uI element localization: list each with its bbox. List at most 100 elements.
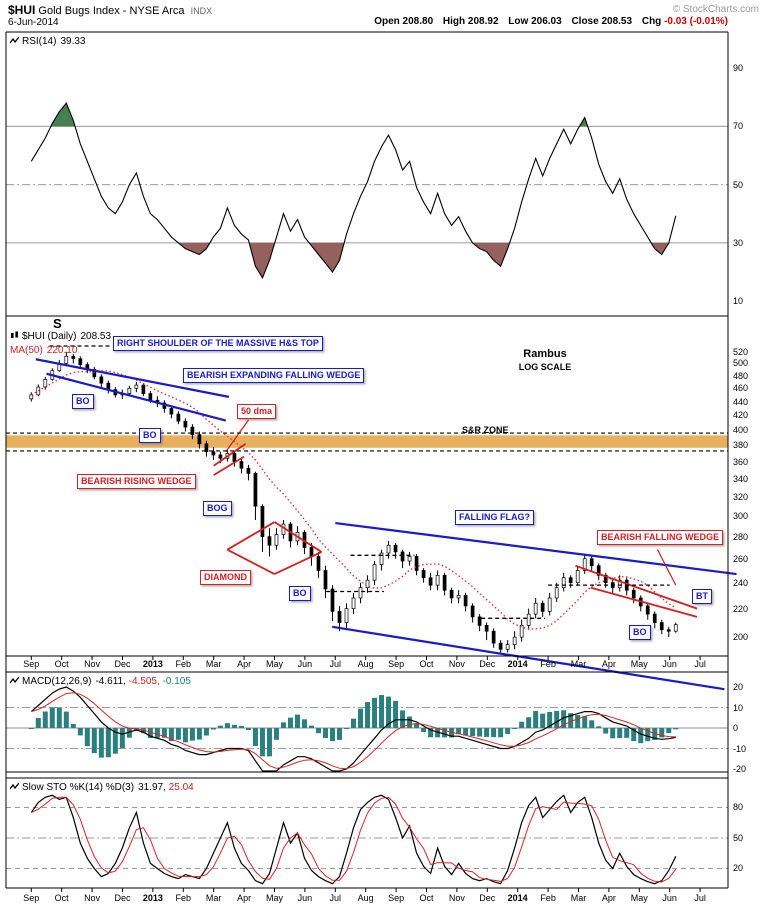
month-label-mar: Mar <box>205 893 222 903</box>
price-tick-label: 400 <box>733 425 749 436</box>
month-label-nov: Nov <box>84 659 101 669</box>
macd-value-2: -4.505, <box>128 676 160 687</box>
date-axis-middle: Sep Oct Nov Dec 2013 Feb Mar Apr May Jun Jul Aug Sep… <box>0 657 765 672</box>
sto-label: Slow STO %K(14) %D(3) <box>22 782 135 793</box>
month-label-jul: Jul <box>694 659 706 669</box>
price-tick-label: 440 <box>733 396 749 407</box>
macd-panel-label: MACD(12,26,9) -4.611, -4.505, -0.105 <box>10 676 191 687</box>
watermark-log-scale: LOG SCALE <box>518 362 572 372</box>
price-label: $HUI (Daily) <box>22 331 77 342</box>
open-label: Open <box>374 16 400 27</box>
month-label-apr: Apr <box>237 659 252 669</box>
rsi-label: RSI(14) <box>22 36 57 47</box>
sr-zone-label: S&R ZONE <box>462 425 509 435</box>
rsi-axis-ticks: 90 70 50 30 10 <box>733 0 765 909</box>
chg-value: -0.03 (-0.01%) <box>664 16 728 27</box>
high-label: High <box>442 16 466 27</box>
sto-panel-label: Slow STO %K(14) %D(3) 31.97, 25.04 <box>10 782 194 793</box>
month-label-feb: Feb <box>175 659 192 669</box>
month-label-apr: Apr <box>601 659 616 669</box>
price-value: 208.53 <box>80 331 112 342</box>
price-axis-ticks: 520 500 480 460 440 420 400 380 360 340 320 300 280 2… <box>733 0 765 909</box>
macd-tick-label: 10 <box>733 702 744 713</box>
month-label-dec: Dec <box>114 893 131 903</box>
sto-axis-ticks: 80 50 20 <box>733 0 765 909</box>
price-tick-label: 480 <box>733 370 749 381</box>
macd-tick-label: 0 <box>733 723 739 733</box>
bo-label-2: BO <box>139 428 161 443</box>
price-tick-label: 200 <box>733 632 749 643</box>
rising-wedge-label: BEARISH RISING WEDGE <box>77 474 196 489</box>
price-tick-label: 220 <box>733 603 749 614</box>
sto-value-1: 31.97, <box>138 782 166 793</box>
month-label-mar: Mar <box>570 659 587 669</box>
price-tick-label: 420 <box>733 410 749 421</box>
price-tick-label: 460 <box>733 383 749 394</box>
month-label-dec: Dec <box>479 659 496 669</box>
price-panel-label: $HUI (Daily) 208.53 <box>10 331 111 342</box>
month-label-sep: Sep <box>388 659 405 669</box>
sto-tick-label: 50 <box>733 832 744 843</box>
month-label-feb: Feb <box>540 659 556 669</box>
rsi-tick-label: 90 <box>733 63 744 74</box>
sto-tick-label: 80 <box>733 802 744 813</box>
ma-label: MA(50) <box>10 345 43 356</box>
indicator-icon <box>10 676 19 684</box>
macd-label: MACD(12,26,9) <box>22 676 92 687</box>
month-label-mar: Mar <box>570 893 587 903</box>
price-tick-label: 240 <box>733 577 749 588</box>
high-value: 208.92 <box>467 16 499 27</box>
month-label-aug: Aug <box>357 893 374 903</box>
falling-wedge-label: BEARISH FALLING WEDGE <box>597 530 724 545</box>
macd-value-1: -4.611, <box>95 676 126 687</box>
close-value: 208.53 <box>601 16 633 27</box>
bo-label-1: BO <box>72 394 94 409</box>
copyright: © StockCharts.com <box>672 4 759 15</box>
price-tick-label: 380 <box>733 440 749 451</box>
expanding-wedge-label: BEARISH EXPANDING FALLING WEDGE <box>183 368 365 383</box>
month-label-oct: Oct <box>419 659 434 669</box>
chart-header: $HUI Gold Bugs Index - NYSE Arca INDX <box>8 3 212 17</box>
price-tick-label: 260 <box>733 553 749 564</box>
month-label-nov: Nov <box>84 893 101 903</box>
exchange-tag: INDX <box>190 6 213 16</box>
watermark-rambus: Rambus <box>523 348 567 360</box>
month-label-2013: 2013 <box>142 893 163 903</box>
sto-tick-label: 20 <box>733 863 744 874</box>
symbol: $HUI <box>8 3 36 17</box>
left-shoulder-marker: S <box>53 316 62 331</box>
month-label-dec: Dec <box>479 893 496 903</box>
close-label: Close <box>571 16 599 27</box>
ma-panel-label: MA(50) 220.10 <box>10 345 77 356</box>
bo-label-4: BO <box>629 625 651 640</box>
bo-label-3: BO <box>289 586 311 601</box>
month-label-sep: Sep <box>23 893 40 903</box>
month-label-oct: Oct <box>419 893 434 903</box>
price-tick-label: 340 <box>733 473 749 484</box>
month-label-apr: Apr <box>237 893 252 903</box>
month-label-2014: 2014 <box>507 659 528 669</box>
macd-axis-ticks: 20 10 0 -10 -20 <box>733 0 765 909</box>
month-label-jun: Jun <box>297 659 313 669</box>
sto-value-2: 25.04 <box>168 782 194 793</box>
month-label-jul: Jul <box>329 659 342 669</box>
month-label-oct: Oct <box>54 659 69 669</box>
month-label-jul: Jul <box>329 893 342 903</box>
month-label-feb: Feb <box>540 893 556 903</box>
price-tick-label: 500 <box>733 358 749 369</box>
month-label-mar: Mar <box>205 659 222 669</box>
date-axis-bottom: Sep Oct Nov Dec 2013 Feb Mar Apr May Jun Jul Aug Sep… <box>0 891 765 906</box>
right-shoulder-label: RIGHT SHOULDER OF THE MASSIVE H&S TOP <box>113 336 323 351</box>
month-label-sep: Sep <box>388 893 405 903</box>
price-tick-label: 520 <box>733 346 749 357</box>
macd-value-3: -0.105 <box>162 676 191 687</box>
month-label-feb: Feb <box>175 893 192 903</box>
chart-date: 6-Jun-2014 <box>8 17 59 28</box>
open-value: 208.80 <box>402 16 434 27</box>
month-label-nov: Nov <box>448 659 465 669</box>
low-value: 206.03 <box>531 16 562 27</box>
month-label-aug: Aug <box>357 659 374 669</box>
bog-label: BOG <box>203 501 232 516</box>
low-label: Low <box>508 16 529 27</box>
price-tick-label: 280 <box>733 531 749 542</box>
